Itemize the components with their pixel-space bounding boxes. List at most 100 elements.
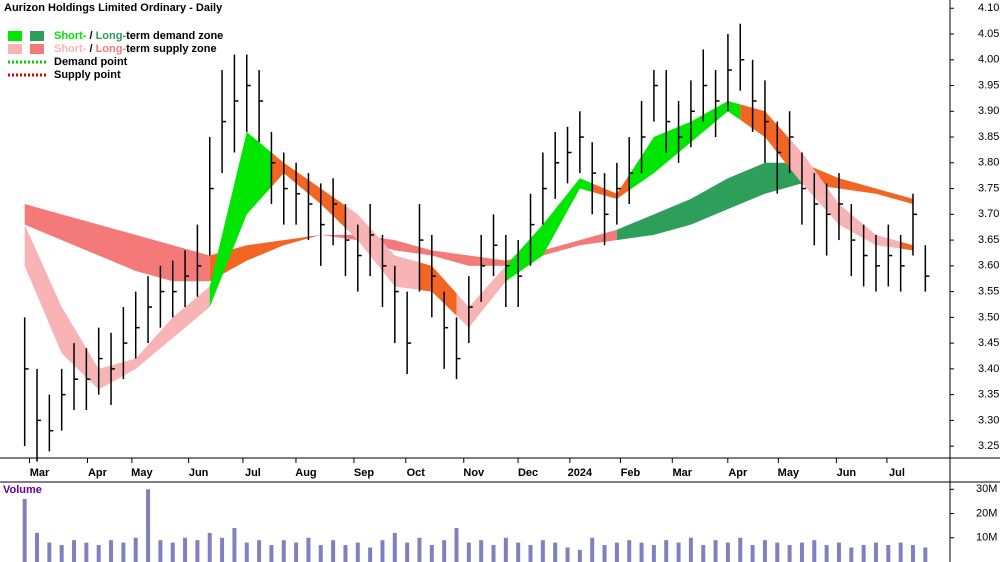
y-tick-label: 3.50 xyxy=(978,311,999,323)
volume-bar xyxy=(812,540,817,562)
zone-band xyxy=(419,262,457,316)
y-tick-label: 3.65 xyxy=(978,234,999,246)
legend-label: Short- / Long-term demand zone xyxy=(54,30,223,42)
volume-bar xyxy=(72,540,77,562)
volume-tick-label: 20M xyxy=(976,507,997,519)
zone-band xyxy=(789,138,901,249)
zone-band xyxy=(900,241,913,251)
volume-bar xyxy=(281,540,286,562)
volume-bar xyxy=(577,549,582,562)
volume-bar xyxy=(109,540,114,562)
volume-bar xyxy=(96,545,101,562)
volume-bar xyxy=(158,540,163,562)
volume-bar xyxy=(923,547,928,562)
volume-bar xyxy=(220,537,225,562)
x-tick-label: Nov xyxy=(463,467,485,479)
volume-bar xyxy=(886,545,891,562)
legend-swatch xyxy=(30,44,44,54)
y-tick-label: 3.25 xyxy=(978,440,999,452)
volume-bar xyxy=(146,489,151,562)
volume-bar xyxy=(355,542,360,562)
volume-label: Volume xyxy=(3,484,42,496)
zone-band xyxy=(505,178,593,282)
volume-bar xyxy=(244,542,249,562)
zone-band xyxy=(209,234,321,282)
legend-label: Short- / Long-term supply zone xyxy=(54,43,217,55)
legend-text: Long- xyxy=(96,43,127,55)
volume-bar xyxy=(861,545,866,562)
volume-bar xyxy=(565,547,570,562)
zone-band xyxy=(320,229,617,266)
volume-bar xyxy=(417,537,422,562)
legend-text: Long- xyxy=(96,30,127,42)
volume-tick-label: 10M xyxy=(976,532,997,544)
y-tick-label: 4.00 xyxy=(978,54,999,66)
volume-bar xyxy=(405,542,410,562)
volume-bar xyxy=(528,545,533,562)
y-tick-label: 3.95 xyxy=(978,79,999,91)
volume-bar xyxy=(207,532,212,562)
volume-bar xyxy=(540,540,545,562)
y-tick-label: 4.10 xyxy=(978,2,999,14)
volume-bar xyxy=(873,542,878,562)
y-tick-label: 3.55 xyxy=(978,286,999,298)
volume-bar xyxy=(121,542,126,562)
zone-band xyxy=(592,174,630,199)
volume-bar xyxy=(306,537,311,562)
volume-bar xyxy=(725,542,730,562)
volume-bar xyxy=(269,545,274,562)
volume-bar xyxy=(232,528,237,562)
legend-text: Supply point xyxy=(54,69,121,81)
x-tick-label: Jun xyxy=(837,467,857,479)
volume-bar xyxy=(713,540,718,562)
volume-bar xyxy=(479,540,484,562)
y-tick-label: 3.80 xyxy=(978,157,999,169)
x-tick-label: May xyxy=(778,467,800,479)
zone-band xyxy=(616,162,802,241)
legend-text: / xyxy=(86,30,95,42)
volume-bar xyxy=(516,542,521,562)
volume-bar xyxy=(343,545,348,562)
volume-bar xyxy=(799,542,804,562)
volume-bar xyxy=(133,537,138,562)
y-tick-label: 3.30 xyxy=(978,414,999,426)
x-tick-label: Jul xyxy=(245,467,261,479)
volume-bar xyxy=(701,545,706,562)
y-tick-label: 3.90 xyxy=(978,105,999,117)
volume-bar xyxy=(503,537,508,562)
volume-bar xyxy=(627,540,632,562)
volume-bar xyxy=(898,542,903,562)
y-tick-label: 3.40 xyxy=(978,363,999,375)
legend-swatch xyxy=(8,44,22,54)
y-tick-label: 3.60 xyxy=(978,260,999,272)
volume-bar xyxy=(824,545,829,562)
volume-bar xyxy=(257,540,262,562)
volume-tick-label: 30M xyxy=(976,483,997,495)
y-tick-label: 3.70 xyxy=(978,208,999,220)
volume-bar xyxy=(380,540,385,562)
y-tick-label: 3.75 xyxy=(978,182,999,194)
legend-swatch xyxy=(30,31,44,41)
legend-label: Supply point xyxy=(54,69,121,81)
legend-text: / xyxy=(86,43,95,55)
legend-label: Demand point xyxy=(54,56,128,68)
volume-bar xyxy=(750,545,755,562)
volume-bar xyxy=(454,528,459,562)
legend-text: Short- xyxy=(54,43,87,55)
zone-band xyxy=(24,224,210,390)
x-tick-label: Mar xyxy=(672,467,692,479)
volume-bar xyxy=(84,542,89,562)
y-tick-label: 3.85 xyxy=(978,131,999,143)
volume-bar xyxy=(35,532,40,562)
x-tick-label: Aug xyxy=(295,467,316,479)
x-tick-label: Jun xyxy=(189,467,209,479)
volume-bar xyxy=(466,542,471,562)
volume-bar xyxy=(318,545,323,562)
volume-bar xyxy=(639,542,644,562)
volume-bar xyxy=(392,532,397,562)
y-tick-label: 4.05 xyxy=(978,28,999,40)
x-tick-label: Apr xyxy=(728,467,748,479)
volume-bar xyxy=(553,542,558,562)
volume-bar xyxy=(602,545,607,562)
volume-bar xyxy=(491,545,496,562)
